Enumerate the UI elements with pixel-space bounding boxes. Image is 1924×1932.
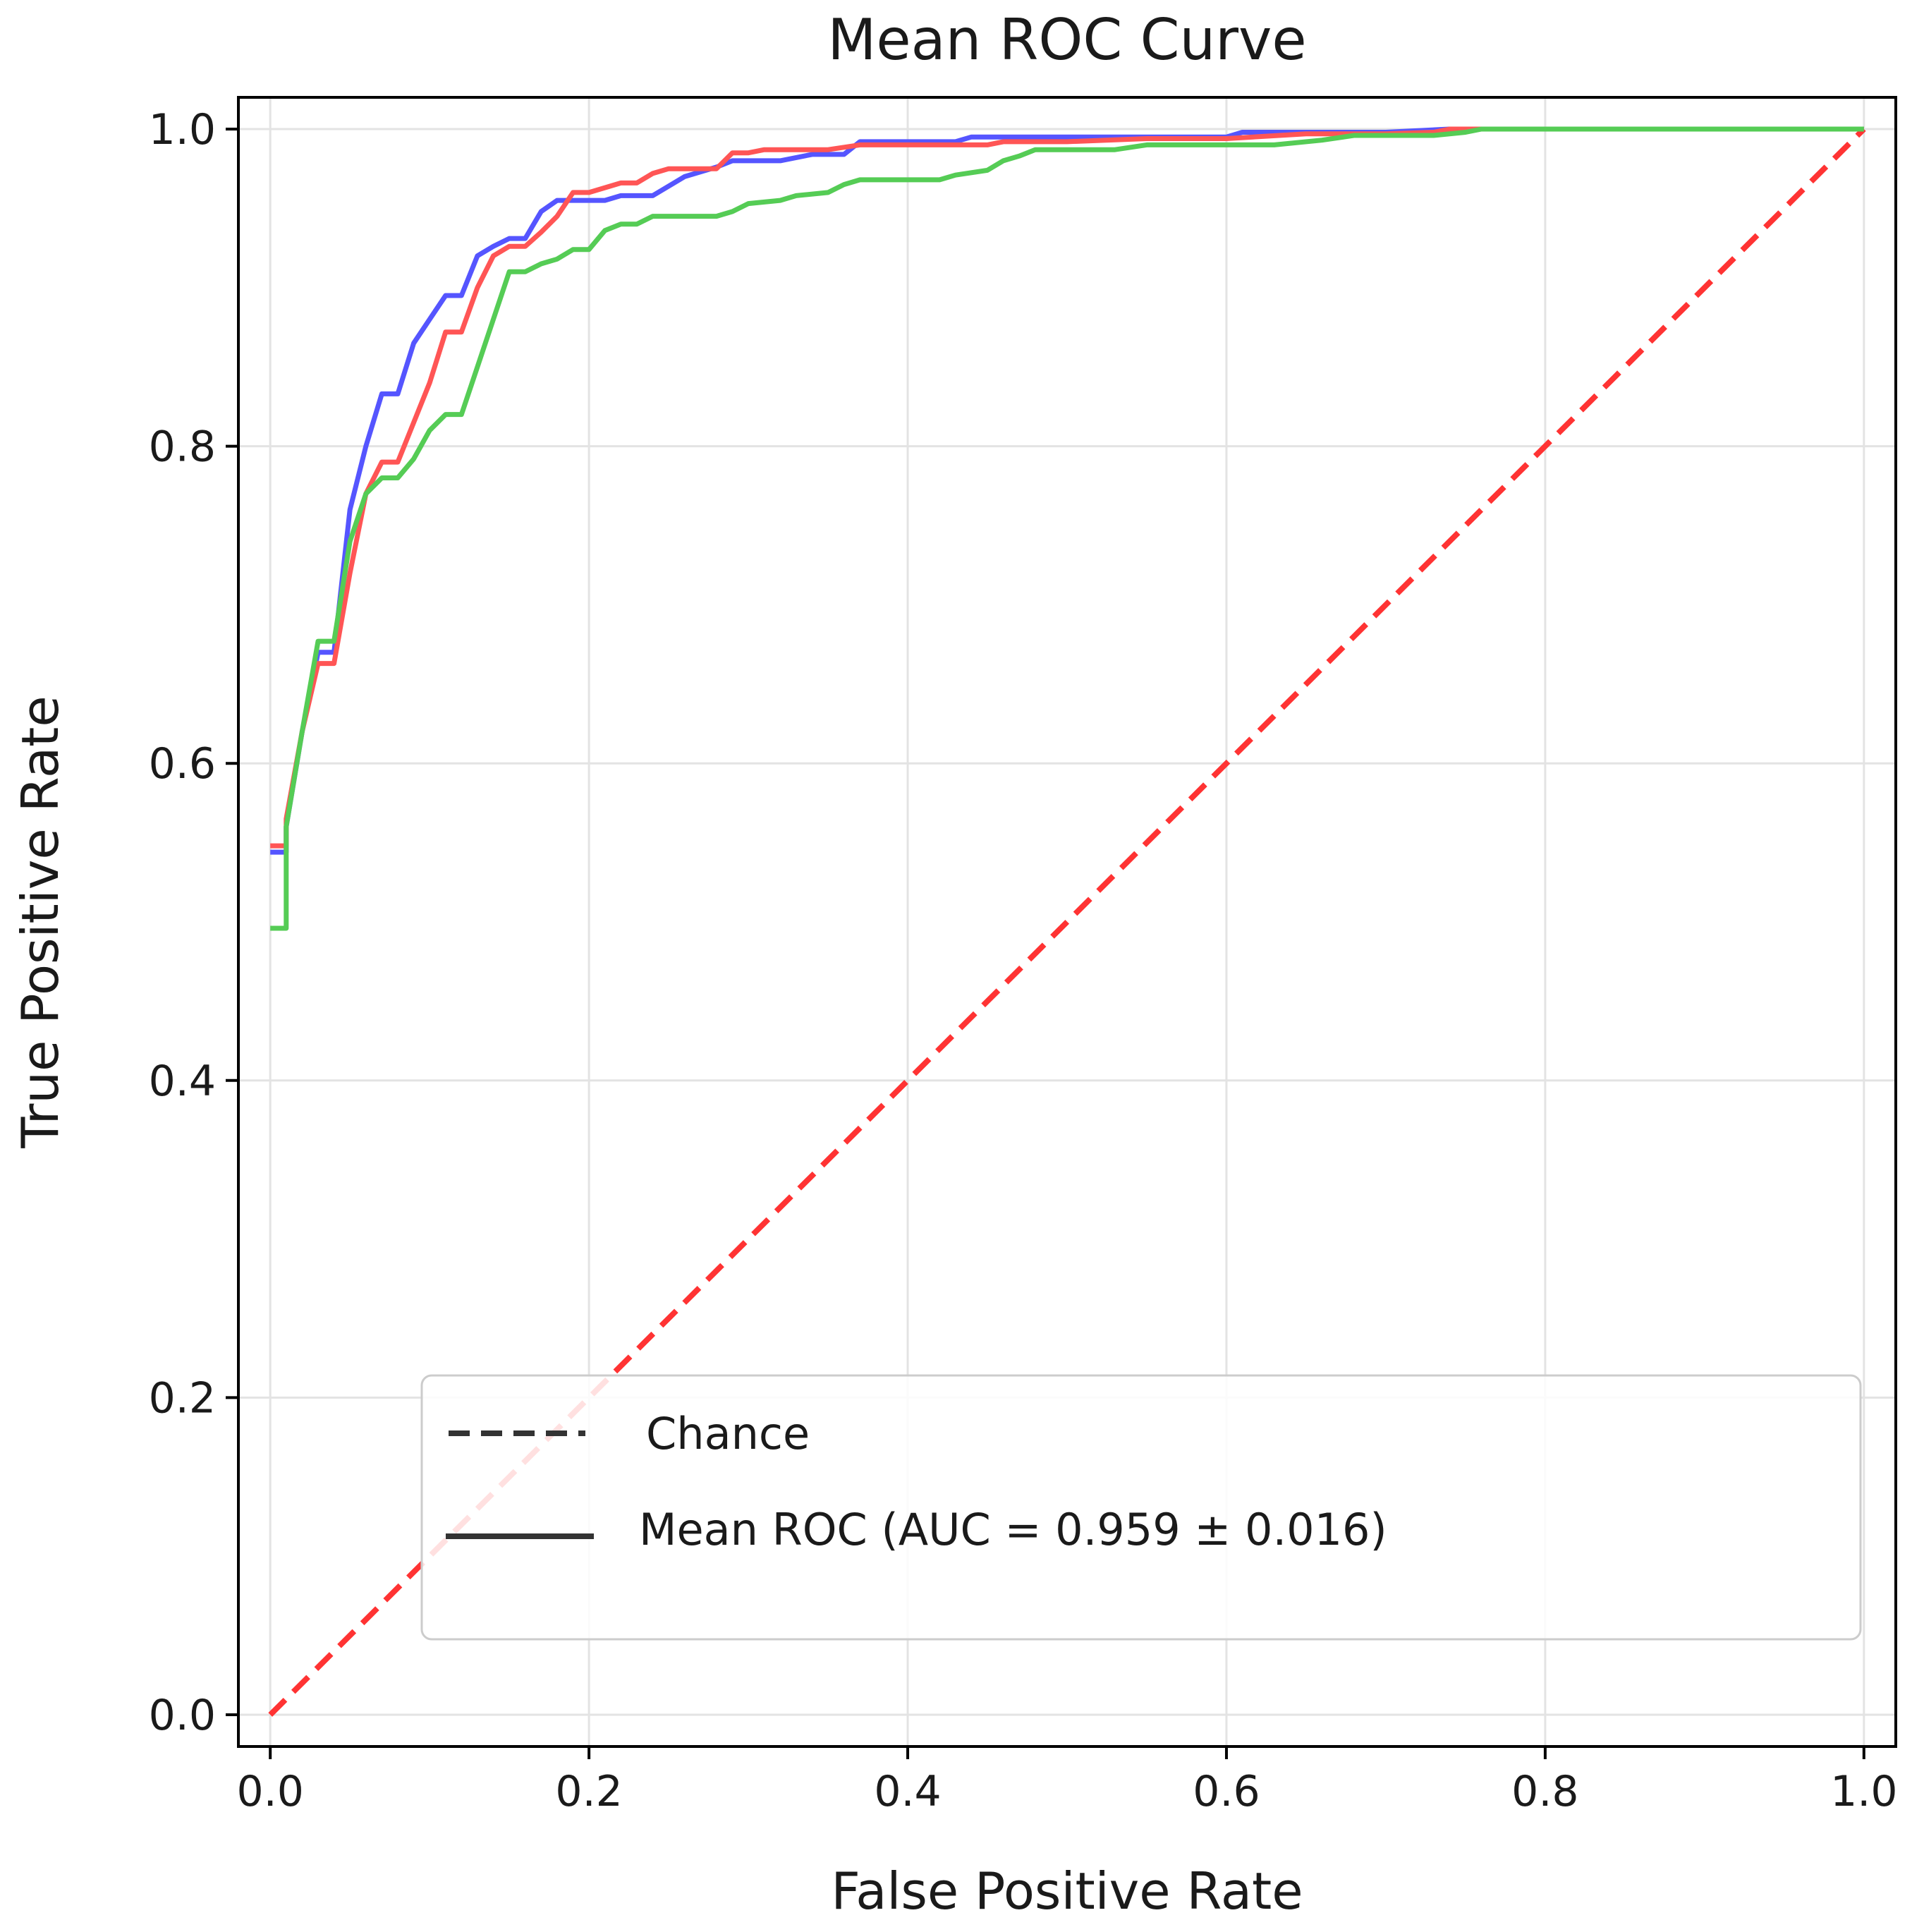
series-line-fold-2 bbox=[270, 126, 1864, 849]
y-tick-label: 0.6 bbox=[149, 739, 216, 789]
y-tick-label: 1.0 bbox=[149, 105, 216, 154]
grid-lines bbox=[238, 97, 1896, 1746]
x-axis-title: False Positive Rate bbox=[831, 1861, 1303, 1921]
legend-label-mean-roc: Mean ROC (AUC = 0.959 ± 0.016) bbox=[639, 1504, 1387, 1555]
x-tick-label: 0.4 bbox=[874, 1767, 941, 1816]
x-tick-label: 0.0 bbox=[236, 1767, 303, 1816]
legend-label-chance: Chance bbox=[646, 1408, 810, 1459]
series-line-fold-3 bbox=[270, 126, 1864, 931]
y-tick-label: 0.0 bbox=[149, 1691, 216, 1740]
y-tick-label: 0.4 bbox=[149, 1057, 216, 1106]
y-axis-title: True Positive Rate bbox=[11, 695, 70, 1148]
x-tick-label: 1.0 bbox=[1830, 1767, 1897, 1816]
plot-frame bbox=[237, 96, 1897, 1748]
x-tick-label: 0.6 bbox=[1193, 1767, 1260, 1816]
x-tick-label: 0.2 bbox=[555, 1767, 622, 1816]
chart-title: Mean ROC Curve bbox=[827, 7, 1306, 73]
legend: Chance Mean ROC (AUC = 0.959 ± 0.016) bbox=[420, 1374, 1862, 1641]
axis-ticks: 0.0 0.2 0.4 0.6 0.8 1.0 0.0 0.2 0.4 0.6 0.8 1.0 bbox=[149, 105, 1898, 1816]
legend-box bbox=[420, 1374, 1862, 1641]
y-tick-label: 0.8 bbox=[149, 423, 216, 472]
x-tick-label: 0.8 bbox=[1511, 1767, 1578, 1816]
y-tick-label: 0.2 bbox=[149, 1373, 216, 1423]
